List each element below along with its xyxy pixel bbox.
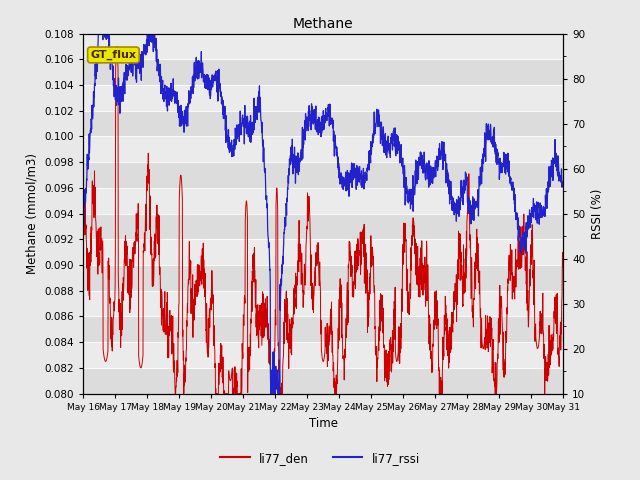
Legend: li77_den, li77_rssi: li77_den, li77_rssi (216, 447, 424, 469)
Y-axis label: RSSI (%): RSSI (%) (591, 189, 604, 239)
Bar (83, 316, 563, 342)
Bar (83, 188, 563, 214)
Bar (83, 111, 563, 136)
Bar (83, 291, 563, 316)
Bar (83, 214, 563, 240)
Text: GT_flux: GT_flux (90, 50, 136, 60)
Bar (83, 342, 563, 368)
Title: Methane: Methane (293, 17, 353, 31)
Bar (83, 34, 563, 60)
Y-axis label: Methane (mmol/m3): Methane (mmol/m3) (26, 153, 39, 274)
Bar (83, 368, 563, 394)
Bar (83, 265, 563, 291)
Bar (83, 240, 563, 265)
Bar (83, 162, 563, 188)
Bar (83, 60, 563, 85)
X-axis label: Time: Time (308, 417, 338, 430)
Bar (83, 85, 563, 111)
Bar (83, 136, 563, 162)
